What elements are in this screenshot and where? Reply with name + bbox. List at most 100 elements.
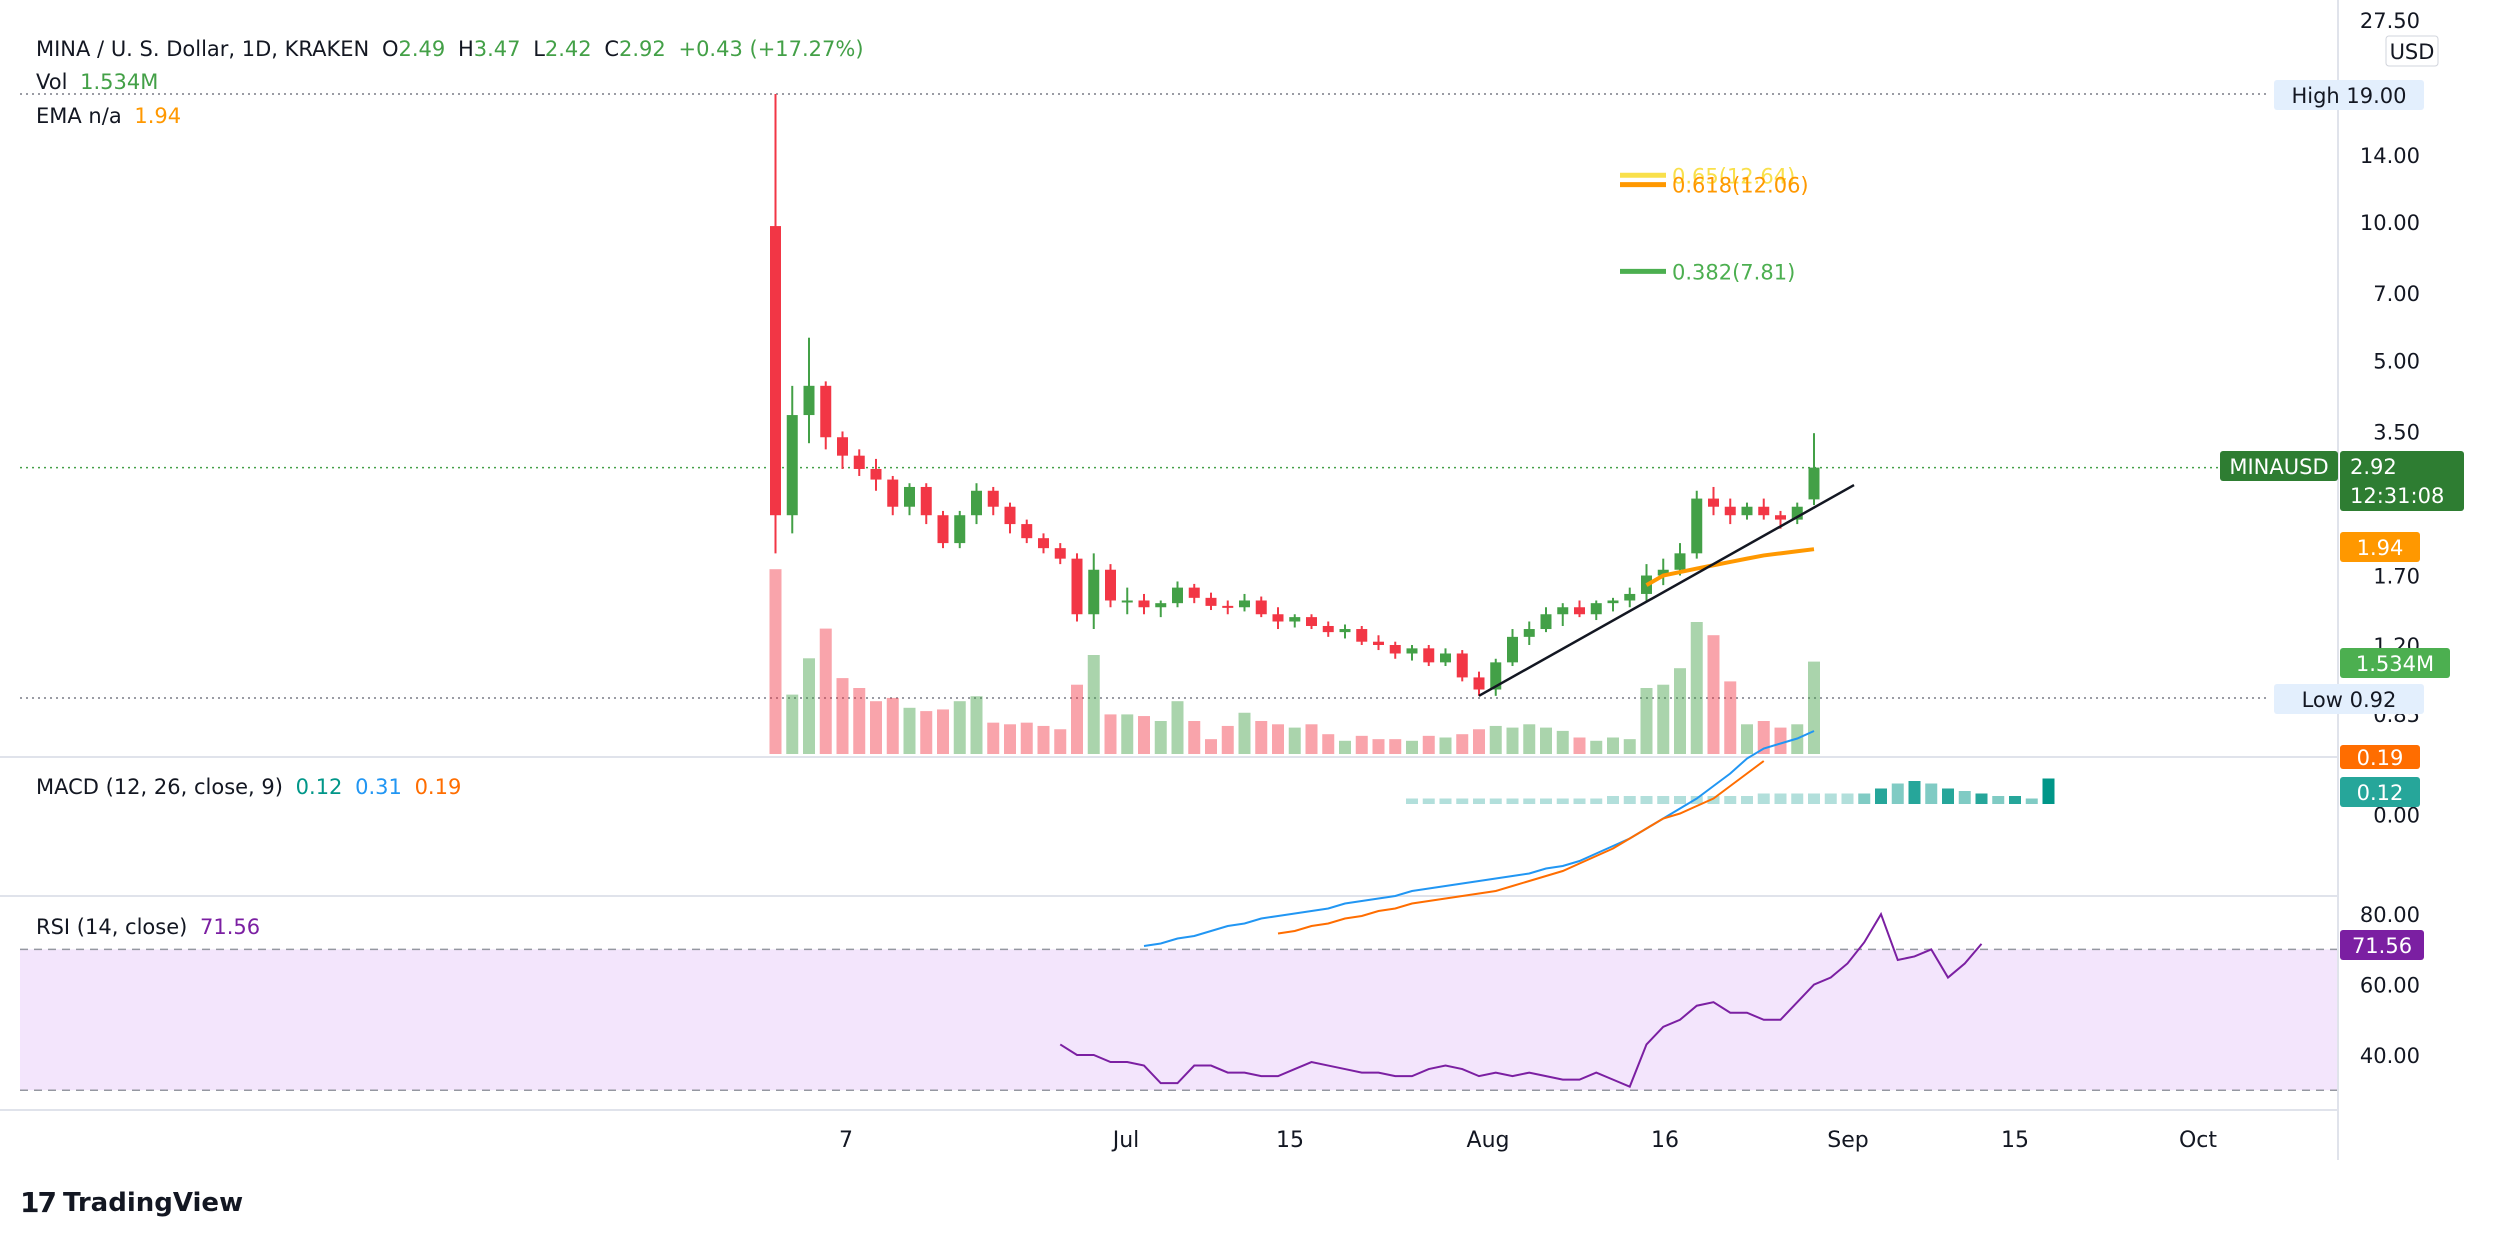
volume-bar [1690,622,1703,754]
time-axis-tick: Sep [1827,1128,1868,1153]
volume-bar [1774,727,1787,754]
candle-body [1054,548,1066,559]
currency-button-box [2385,35,2439,67]
price-axis-tick: 7.00 [2373,282,2420,306]
time-axis-tick: Aug [1467,1128,1510,1153]
candle-body [904,486,915,507]
candle-body [1289,617,1301,622]
candle-body [1306,617,1317,626]
ema-legend[interactable]: EMA n/a 1.94 [36,104,187,128]
volume-bar [903,707,916,754]
volume-bar [1657,684,1670,754]
candle-body [1172,587,1183,604]
candle-body [937,515,949,544]
volume-bar [786,694,799,754]
rsi-pane [1059,911,1983,1088]
macd-histogram-bar [1942,788,1954,804]
macd-histogram-bar [1623,796,1636,804]
macd-histogram-bar [1858,793,1871,804]
time-axis-tick: 16 [1651,1128,1679,1153]
candle-body [1657,569,1669,576]
candle-body [1038,538,1049,549]
volume-bar [1422,735,1435,754]
open-label: O [381,37,399,61]
volume-bar [1590,740,1603,754]
volume-bar [870,701,882,754]
close-value: 2.92 [619,37,666,61]
macd-signal-tag-text: 0.19 [2357,746,2404,770]
volume-bar [1154,721,1167,754]
ema-tag: 1.94 [2340,532,2420,562]
candle-body [1507,636,1518,663]
price-candles[interactable] [770,94,1820,696]
volume-bar [1556,730,1569,754]
time-axis-tick: Jul [1111,1128,1140,1153]
candle-body [1607,600,1619,604]
low-tag-box [2274,684,2424,714]
last-price-tag [2340,451,2464,511]
volume-bar [1054,729,1067,754]
volume-bar [1573,737,1586,754]
rsi-axis-tick: 60.00 [2360,974,2420,998]
tradingview-logo[interactable]: 17 TradingView [20,1186,243,1219]
macd-value-histogram: 0.12 [295,775,343,799]
rsi-background-band [20,949,2338,1091]
volume-bar [1757,721,1770,754]
volume-bar [1020,722,1033,754]
macd-histogram-bar [1690,796,1703,804]
candle-body [1088,569,1100,615]
ema-line [1645,547,1815,587]
candle-body [1423,648,1435,663]
volume-bar [853,688,866,754]
time-axis-tick: 15 [2001,1128,2029,1153]
price-axis-tick: 1.70 [2373,565,2420,589]
volume-tag-text: 1.534M [2356,652,2434,676]
ema-value: 1.94 [134,104,182,128]
macd-legend[interactable]: MACD (12, 26, close, 9) 0.12 0.31 0.19 [36,775,467,799]
candle-body [1741,506,1753,516]
volume-bar [1540,727,1552,754]
macd-histogram-bar [1707,796,1720,804]
candle-body [1255,600,1267,615]
volume-bar [1121,714,1134,754]
candle-body [1557,607,1569,615]
ohlc-legend: MINA / U. S. Dollar, 1D, KRAKEN O2.49 H3… [36,37,870,61]
volume-bar [1489,725,1502,754]
macd-histogram-bar [1674,796,1686,804]
candle-body [1791,506,1803,520]
rsi-legend[interactable]: RSI (14, close) 71.56 [36,915,266,939]
macd-histogram-bar [1925,783,1938,804]
symbol-tag: MINAUSD [2220,451,2338,481]
time-axis-tick: 15 [1276,1128,1304,1153]
volume-bar [1037,725,1050,754]
macd-histogram-bar [2025,798,2038,804]
candle-body [1004,506,1016,525]
volume-bar [1004,724,1016,754]
volume-bar [1255,721,1268,754]
candle-body [1691,498,1703,554]
volume-bar [1372,739,1385,754]
volume-bar [1355,735,1368,754]
time-axis-tick: 7 [839,1128,853,1153]
macd-histogram-bar [1824,793,1837,804]
volume-label: Vol [36,70,68,94]
macd-histogram-bar [1975,793,1988,804]
volume-bar [1439,737,1452,754]
price-axis-tick: 14.00 [2360,144,2420,168]
volume-legend[interactable]: Vol 1.534M [36,70,164,94]
candle-body [1758,506,1770,516]
macd-histogram-bar [1757,793,1770,804]
volume-bar [886,697,899,754]
symbol-title[interactable]: MINA / U. S. Dollar, 1D, KRAKEN [36,37,370,61]
macd-histogram-bar [1422,798,1435,804]
macd-histogram-bar [1540,798,1552,804]
rsi-axis-tick: 40.00 [2360,1044,2420,1068]
rsi-band [20,948,2338,1091]
volume-bar [1071,684,1083,754]
candle-body [1222,605,1234,608]
volume-bar [1322,734,1335,754]
candle-body [1071,558,1083,615]
candle-body [1724,506,1736,516]
volume-bar [1640,688,1653,754]
